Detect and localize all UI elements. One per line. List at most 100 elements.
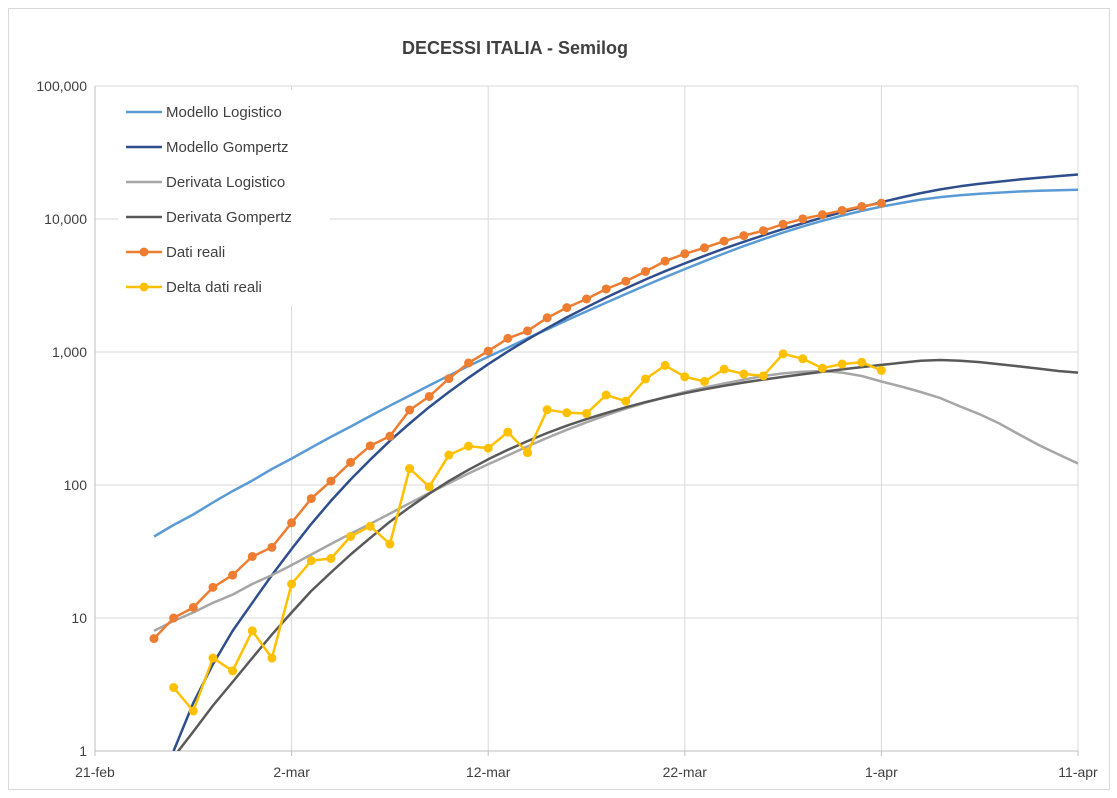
data-point — [464, 358, 474, 368]
legend-label: Delta dati reali — [166, 279, 262, 296]
data-point — [640, 266, 650, 276]
data-point — [503, 427, 513, 437]
legend-item: Derivata Gompertz — [126, 209, 292, 226]
data-point — [758, 226, 768, 236]
x-tick-label: 22-mar — [663, 764, 708, 780]
data-point — [699, 243, 709, 253]
data-point — [739, 231, 749, 241]
data-point — [621, 276, 631, 286]
data-point — [837, 359, 847, 369]
data-point — [306, 494, 316, 504]
series-line — [153, 369, 1079, 633]
y-tick-label: 100 — [64, 477, 88, 493]
legend-item: Modello Logistico — [126, 104, 282, 121]
data-point — [306, 556, 316, 566]
axis-layer: 1 10 100 1,000 10,000 100,000 21-feb 2-mar 12-ma… — [36, 78, 1098, 780]
data-point — [424, 391, 434, 401]
legend-item: Modello Gompertz — [126, 139, 289, 156]
data-point — [542, 405, 552, 415]
data-point — [444, 450, 454, 460]
chart-title: DECESSI ITALIA - Semilog — [402, 38, 628, 58]
data-point — [287, 518, 297, 528]
legend-marker — [139, 247, 149, 257]
data-point — [640, 374, 650, 384]
series-0 — [153, 188, 1079, 538]
data-point — [660, 256, 670, 266]
data-point — [582, 408, 591, 418]
series-5 — [169, 349, 886, 716]
x-tick-label: 1-apr — [865, 764, 898, 780]
data-point — [149, 634, 159, 644]
data-point — [326, 554, 336, 564]
data-point — [798, 354, 808, 364]
legend-item: Derivata Logistico — [126, 174, 285, 191]
data-point — [365, 441, 375, 451]
series-3 — [176, 358, 1079, 751]
series-line — [172, 352, 882, 713]
data-point — [778, 349, 788, 359]
series-4 — [149, 198, 886, 644]
legend-label: Dati reali — [166, 244, 225, 261]
legend-background — [118, 90, 330, 306]
data-point — [228, 666, 238, 676]
data-point — [424, 482, 434, 492]
data-point — [523, 326, 533, 336]
data-point — [562, 408, 572, 418]
data-point — [699, 376, 709, 386]
data-point — [385, 539, 395, 549]
x-tick-label: 11-apr — [1058, 764, 1098, 780]
data-point — [228, 570, 238, 580]
data-point — [444, 374, 454, 384]
y-tick-label: 1 — [79, 743, 87, 759]
data-point — [346, 457, 356, 467]
legend-item: Delta dati reali — [126, 279, 262, 296]
legend-label: Derivata Logistico — [166, 174, 285, 191]
data-point — [817, 210, 827, 220]
data-point — [562, 303, 572, 313]
data-point — [287, 579, 297, 589]
data-point — [621, 396, 631, 406]
data-point — [464, 441, 474, 451]
legend: Modello Logistico Modello Gompertz Derivat… — [118, 90, 330, 306]
y-tick-label: 1,000 — [52, 344, 87, 360]
data-point — [208, 653, 218, 663]
data-point — [365, 521, 375, 531]
data-point — [483, 346, 493, 356]
data-point — [758, 371, 768, 381]
data-point — [680, 372, 690, 382]
x-tick-label: 12-mar — [466, 764, 511, 780]
data-point — [267, 542, 277, 552]
data-point — [680, 249, 690, 259]
data-point — [326, 476, 336, 486]
data-point — [660, 360, 670, 370]
data-point — [503, 333, 513, 343]
data-point — [267, 653, 277, 663]
data-point — [817, 363, 827, 373]
data-point — [601, 390, 611, 400]
y-tick-label: 10 — [71, 610, 87, 626]
data-point — [247, 552, 257, 562]
data-point — [778, 219, 788, 229]
data-point — [483, 443, 493, 453]
series-layer — [149, 173, 1079, 751]
series-line — [153, 188, 1079, 538]
data-point — [405, 405, 415, 415]
data-point — [542, 313, 552, 323]
data-point — [247, 626, 257, 636]
data-point — [169, 683, 179, 693]
data-point — [405, 464, 415, 474]
legend-marker — [139, 282, 149, 292]
data-point — [582, 294, 591, 304]
data-point — [739, 369, 749, 379]
data-point — [208, 582, 218, 592]
x-tick-label: 2-mar — [273, 764, 310, 780]
data-point — [876, 365, 886, 375]
data-point — [798, 214, 808, 224]
legend-item: Dati reali — [126, 244, 225, 261]
data-point — [876, 198, 886, 208]
data-point — [857, 357, 867, 367]
data-point — [523, 448, 533, 458]
y-tick-label: 10,000 — [44, 211, 87, 227]
data-point — [601, 284, 611, 294]
